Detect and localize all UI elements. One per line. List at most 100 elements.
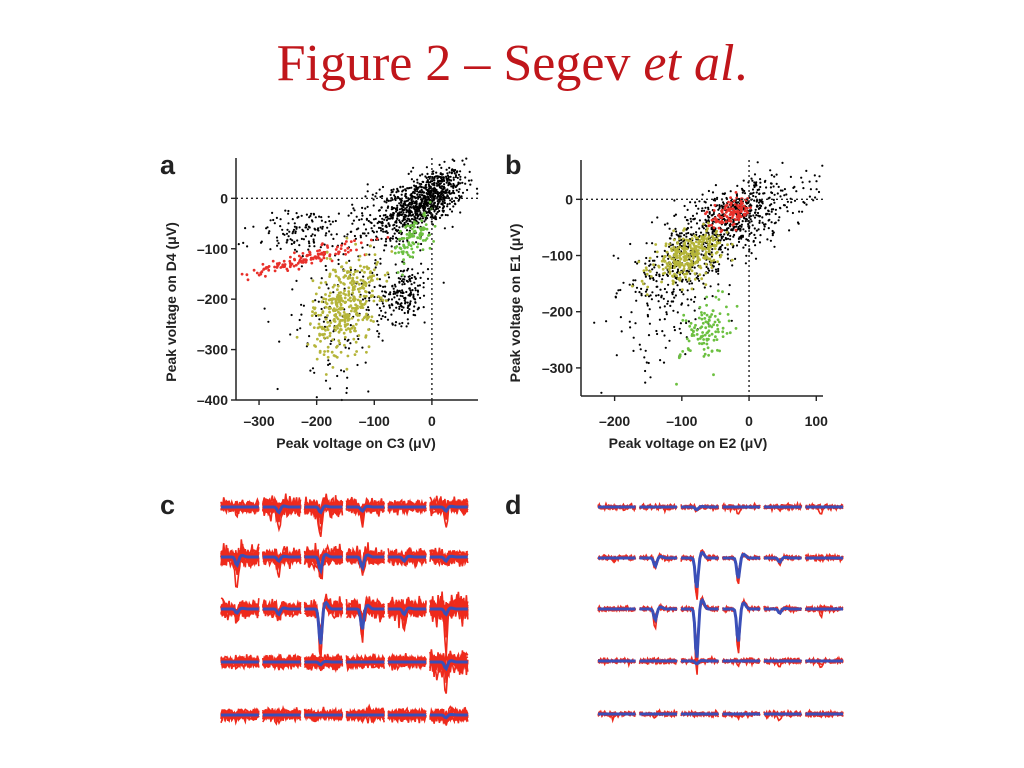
data-point-black [789,175,793,178]
data-point-green [403,246,407,250]
data-point-black [386,206,389,209]
data-point-black [383,200,386,203]
data-point-red [723,213,727,217]
data-point-olive [341,299,345,303]
data-point-black [405,325,408,328]
data-point-red [719,216,723,219]
data-point-black [445,168,448,171]
data-point-olive [324,293,327,296]
data-point-black [412,205,415,208]
data-point-black [756,161,759,164]
data-point-black [379,257,382,260]
data-point-olive [682,264,686,268]
data-point-olive [309,322,312,326]
data-point-black [770,210,773,213]
data-point-olive [368,280,371,284]
data-point-black [708,212,711,215]
data-point-black [441,176,445,179]
mean-waveform [430,606,468,617]
data-point-black [701,207,704,210]
data-point-black [329,223,332,226]
data-point-red [736,204,740,207]
panel-letter-c: c [160,490,175,520]
data-point-black [300,265,303,268]
data-point-black [300,313,303,316]
data-point-black [686,208,689,211]
data-point-black [470,179,473,182]
data-point-black [347,214,350,217]
data-point-black [437,193,440,196]
data-point-black [663,318,666,321]
data-point-black [640,292,643,295]
data-point-green [400,237,404,241]
data-point-red [717,214,720,217]
data-point-red [289,255,292,259]
data-point-olive [681,288,684,292]
data-point-black [299,327,302,330]
data-point-black [707,252,711,255]
data-point-black [428,187,431,190]
data-point-olive [311,300,315,303]
data-point-olive [652,263,655,267]
mean-waveform [681,658,719,666]
data-point-olive [326,328,330,332]
data-point-black [401,321,404,325]
data-point-green [418,226,422,230]
data-point-black [402,211,405,214]
data-point-olive [678,256,681,259]
data-point-olive [355,280,359,284]
data-point-olive [698,273,702,276]
data-point-green [713,314,717,318]
data-point-black [453,172,456,175]
data-point-black [330,233,333,236]
data-point-black [380,237,383,240]
data-point-black [715,270,718,273]
data-point-black [327,215,330,218]
data-point-olive [644,266,648,270]
data-point-red [731,214,735,217]
data-point-black [410,217,414,221]
data-point-black [416,187,419,190]
data-point-black [656,216,659,219]
data-point-black [790,201,793,204]
data-point-black [649,376,652,379]
data-point-green [675,382,678,386]
data-point-olive [350,316,354,320]
data-point-black [749,210,752,213]
data-point-black [785,206,789,209]
data-point-black [445,189,448,192]
waveform-cell [387,652,427,672]
data-point-olive [714,244,718,248]
data-point-black [346,233,349,236]
data-point-green [715,338,719,341]
data-point-black [403,200,406,203]
data-point-red [276,264,279,268]
data-point-black [663,223,667,226]
data-point-olive [347,305,351,309]
data-point-black [748,212,751,215]
data-point-black [450,171,453,174]
data-point-black [694,201,697,204]
data-point-black [441,194,445,197]
data-point-black [436,205,439,208]
data-point-olive [685,272,689,276]
waveform-cell [429,591,469,657]
data-point-black [410,178,413,181]
waveform-cell [721,501,761,515]
data-point-black [668,237,672,240]
data-point-olive [324,373,328,376]
data-point-black [416,272,419,275]
data-point-olive [339,303,343,307]
data-point-black [429,175,432,178]
data-point-black [409,289,412,292]
data-point-black [404,302,407,305]
data-point-red [731,207,735,211]
data-point-black [720,237,723,240]
data-point-green [690,328,693,332]
data-point-black [410,201,413,204]
data-point-olive [669,266,672,270]
data-point-black [451,168,454,171]
mean-waveform [304,504,343,515]
data-point-black [324,379,328,382]
data-point-black [401,295,404,298]
